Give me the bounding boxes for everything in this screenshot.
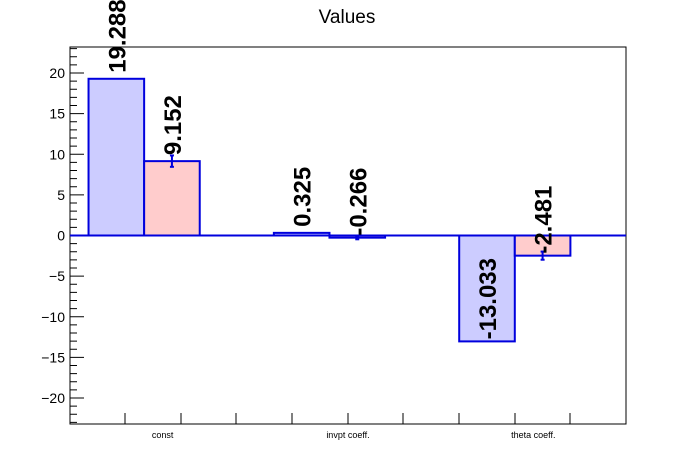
- data-label: 9.152: [160, 95, 187, 155]
- data-label: 19.288: [104, 0, 131, 73]
- data-label: 0.325: [290, 167, 317, 227]
- error-bars: [169, 154, 545, 261]
- y-tick-label: −5: [49, 268, 65, 284]
- y-tick-label: 15: [49, 106, 65, 122]
- bar: [143, 160, 201, 237]
- x-tick-label: theta coeff.: [511, 430, 555, 440]
- bar: [87, 77, 146, 237]
- x-tick-label: const: [152, 430, 174, 440]
- y-tick-label: −20: [41, 390, 65, 406]
- data-label: -13.033: [475, 258, 502, 339]
- y-tick-label: 0: [57, 228, 65, 244]
- y-tick-label: 5: [57, 187, 65, 203]
- x-tick-label: invpt coeff.: [326, 430, 369, 440]
- chart-title: Values: [319, 7, 376, 28]
- data-label: -0.266: [345, 168, 372, 236]
- y-tick-label: 10: [49, 146, 65, 162]
- data-labels: 19.288 0.325 -13.033 9.152 -0.266 -2.481: [104, 0, 557, 339]
- bar: [458, 234, 516, 343]
- bars: [87, 77, 572, 343]
- y-tick-label: −10: [41, 309, 65, 325]
- y-tick-label: 20: [49, 65, 65, 81]
- x-axis: const invpt coeff. theta coeff.: [124, 413, 571, 440]
- y-tick-label: −15: [41, 349, 65, 365]
- data-label: -2.481: [531, 186, 558, 254]
